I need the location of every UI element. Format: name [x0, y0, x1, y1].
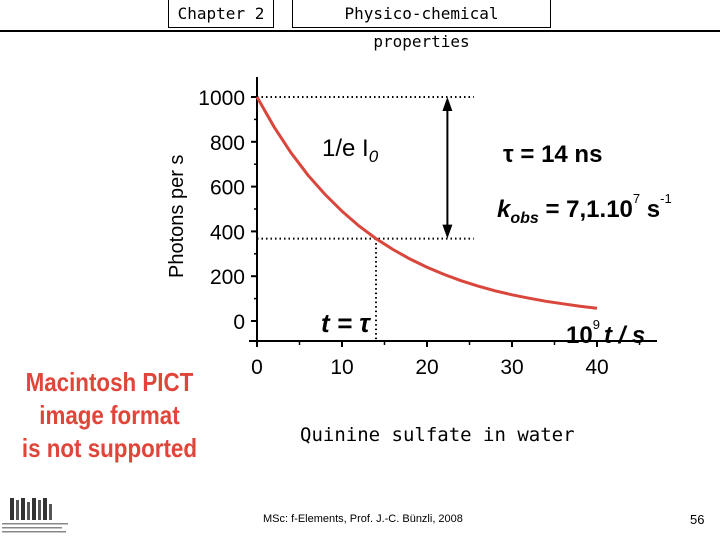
one-over-e-sub: 0	[369, 147, 379, 166]
y-tick-label: 1000	[198, 87, 245, 110]
pict-line-1: Macintosh PICT	[25, 367, 194, 397]
page-number: 56	[690, 512, 705, 527]
chapter-label: Chapter 2	[168, 0, 274, 28]
kobs-rest: = 7,1.10	[539, 196, 633, 223]
x-unit-tail: t / s	[604, 322, 645, 349]
y-tick-label: 0	[233, 311, 245, 334]
y-tick-label: 400	[210, 221, 245, 244]
figure-caption: Quinine sulfate in water	[300, 424, 575, 446]
footer-credit: MSc: f-Elements, Prof. J.-C. Bünzli, 200…	[263, 513, 463, 525]
one-over-e-text: 1/e I	[322, 135, 369, 162]
arrow-head-top	[442, 97, 453, 111]
kobs-k: k	[497, 196, 512, 223]
decay-curve-group	[255, 96, 598, 310]
section-title: Physico-chemical properties	[292, 0, 551, 51]
kobs-sub: obs	[510, 210, 539, 227]
chart-axes	[249, 77, 657, 347]
y-tick-label: 200	[210, 266, 245, 289]
one-over-e-label: 1/e I0	[322, 135, 379, 166]
t-equals-tau-label: t = τ	[321, 308, 371, 338]
y-axis-label: Photons per s	[166, 155, 188, 278]
epfl-logo	[2, 498, 68, 533]
x-tick-label: 40	[585, 356, 608, 379]
decay-curve	[255, 96, 598, 310]
tau-value-label: τ = 14 ns	[503, 141, 602, 168]
x-tick-label: 30	[500, 356, 523, 379]
x-unit-label: 109 t / s	[566, 317, 645, 349]
kobs-unit: s	[640, 196, 660, 223]
x-unit-exp: 9	[593, 317, 600, 332]
y-tick-label: 800	[210, 132, 245, 155]
tick-labels: 0 200 400 600 800 1000 0 10 20 30 40	[198, 87, 608, 379]
chart-guides	[257, 96, 474, 341]
header-rule	[0, 30, 720, 32]
kobs-exp1: 7	[633, 191, 640, 206]
pict-line-3: is not supported	[21, 433, 198, 463]
y-tick-label: 600	[210, 177, 245, 200]
x-tick-label: 20	[415, 356, 438, 379]
pict-placeholder: Macintosh PICT image format is not suppo…	[14, 366, 205, 465]
x-tick-label: 10	[330, 356, 353, 379]
x-unit-base: 10	[566, 322, 593, 349]
pict-line-2: image format	[39, 400, 180, 430]
kobs-label: kobs = 7,1.107 s-1	[497, 191, 672, 227]
kobs-exp2: -1	[660, 191, 672, 206]
arrow-head-bottom	[442, 224, 453, 239]
x-tick-label: 0	[251, 356, 263, 379]
